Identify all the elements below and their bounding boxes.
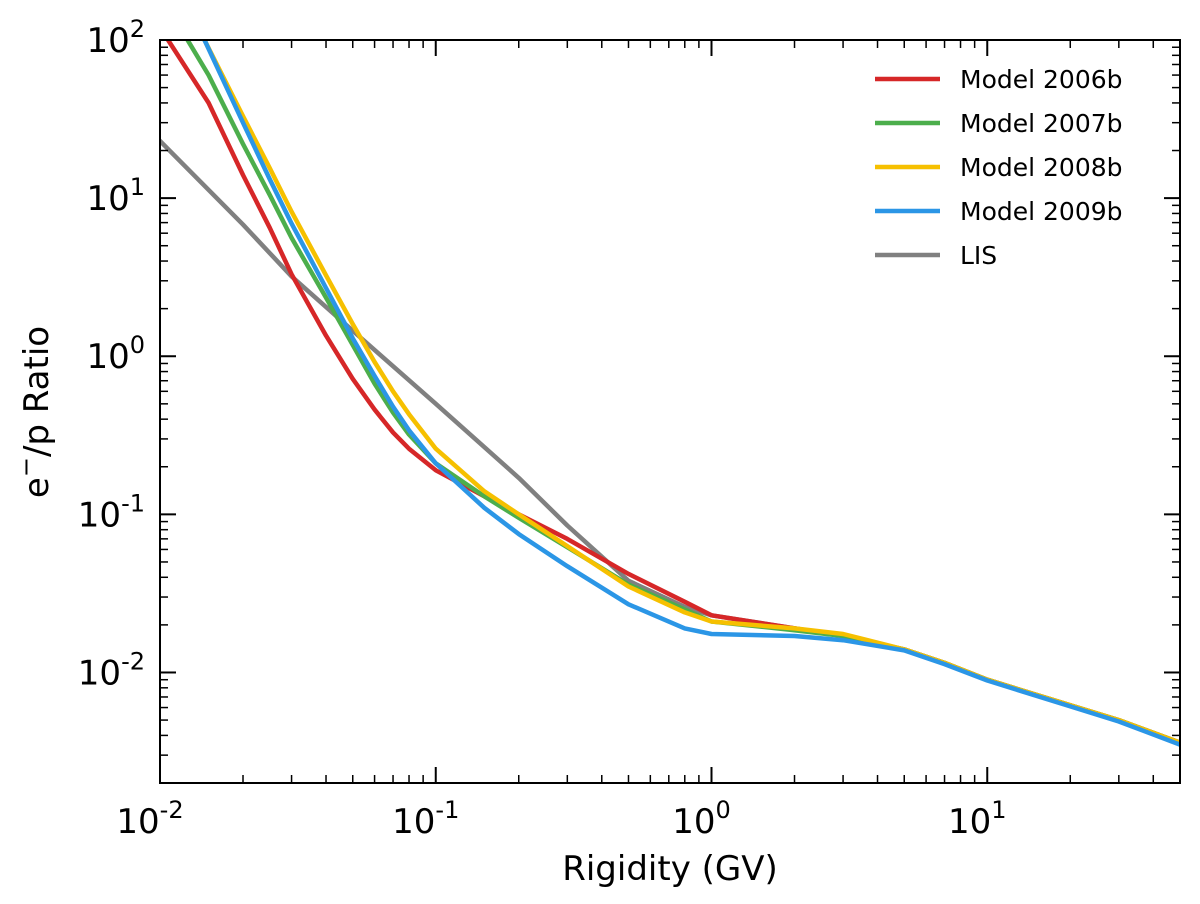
legend: Model 2006b Model 2007b Model 2008b Model 2… [875, 65, 1123, 270]
x-tick-label: 100 [672, 796, 731, 842]
y-axis-title-rest: /p Ratio [17, 326, 57, 457]
plot-area [160, 40, 1180, 747]
x-tick-label: 10-2 [116, 796, 183, 842]
series-line-model-2008b [202, 40, 1180, 745]
y-tick-label: 101 [86, 173, 145, 219]
legend-label-model-2006b: Model 2006b [960, 65, 1123, 94]
legend-label-model-2009b: Model 2009b [960, 197, 1123, 226]
y-axis: 10-2 10-1 100 101 102 [78, 15, 1180, 756]
y-tick-label: 100 [86, 331, 145, 377]
plot-frame [159, 39, 1181, 784]
x-axis-title: Rigidity (GV) [562, 849, 778, 889]
series-line-model-2009b [202, 40, 1180, 747]
y-tick-label: 10-1 [78, 489, 145, 535]
x-tick-label: 101 [948, 796, 1007, 842]
y-axis-title-main: e [17, 477, 57, 498]
y-tick-label: 102 [86, 15, 145, 61]
x-axis: 10-2 10-1 100 101 [116, 40, 1155, 842]
legend-label-model-2008b: Model 2008b [960, 153, 1123, 182]
x-tick-label: 10-1 [392, 796, 459, 842]
y-axis-title: e−/p Ratio [12, 326, 57, 498]
y-tick-label: 10-2 [78, 647, 145, 693]
y-axis-title-superscript: − [12, 457, 40, 477]
legend-label-model-2007b: Model 2007b [960, 109, 1123, 138]
series-line-lis [160, 138, 1180, 745]
legend-label-lis: LIS [960, 241, 997, 270]
